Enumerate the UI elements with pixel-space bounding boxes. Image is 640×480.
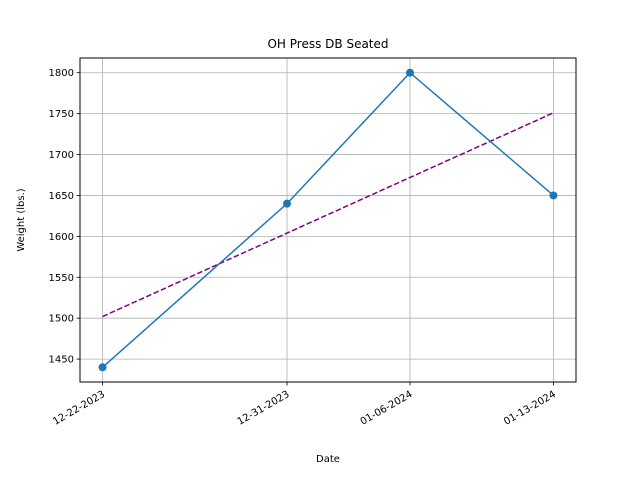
y-tick-label: 1750 [49, 109, 74, 120]
y-tick-label: 1700 [49, 150, 74, 161]
trend-line [102, 112, 554, 318]
y-tick-label: 1600 [49, 232, 74, 243]
y-tick-label: 1800 [49, 68, 74, 79]
y-tick-label: 1650 [49, 191, 74, 202]
y-tick-label: 1550 [49, 273, 74, 284]
y-tick-label: 1450 [49, 355, 74, 366]
y-axis-label: Weight (lbs.) [16, 188, 27, 251]
data-point [549, 191, 558, 200]
weight-series-line [102, 71, 554, 368]
series-layer [98, 68, 558, 372]
data-point [98, 363, 107, 372]
grid [80, 58, 576, 382]
x-axis-label: Date [316, 454, 340, 465]
plot-frame [79, 57, 577, 383]
chart-title: OH Press DB Seated [267, 37, 388, 51]
data-point [405, 68, 414, 77]
data-point [283, 199, 292, 208]
y-tick-label: 1500 [49, 314, 74, 325]
